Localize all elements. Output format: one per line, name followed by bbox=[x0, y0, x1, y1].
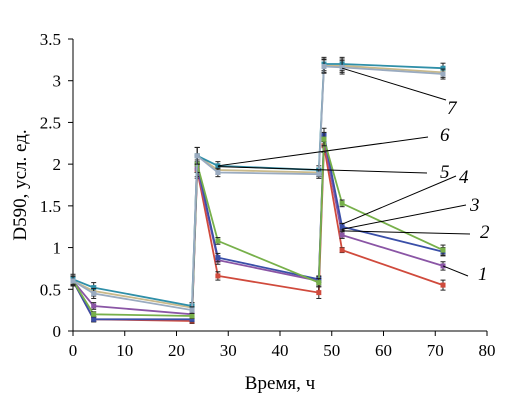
series-line-3 bbox=[72, 134, 444, 321]
x-tick-label: 0 bbox=[69, 341, 78, 360]
x-tick-label: 80 bbox=[479, 341, 496, 360]
data-point bbox=[440, 282, 446, 288]
series-line-7 bbox=[72, 65, 444, 312]
data-point bbox=[194, 153, 200, 159]
x-tick-label: 60 bbox=[375, 341, 392, 360]
data-point bbox=[339, 224, 345, 230]
series-line-4 bbox=[72, 138, 444, 317]
data-point bbox=[316, 171, 322, 177]
data-point bbox=[215, 238, 221, 244]
data-point bbox=[339, 200, 345, 206]
data-point bbox=[440, 65, 446, 71]
x-tick-label: 30 bbox=[220, 341, 237, 360]
y-tick-label: 3.5 bbox=[40, 30, 61, 49]
y-tick-label: 0.5 bbox=[40, 280, 61, 299]
x-tick-label: 20 bbox=[168, 341, 185, 360]
data-point bbox=[339, 232, 345, 238]
data-point bbox=[215, 273, 221, 279]
series-5 bbox=[70, 58, 446, 312]
data-point bbox=[321, 64, 327, 70]
data-point bbox=[91, 303, 97, 309]
data-point bbox=[316, 280, 322, 286]
data-point bbox=[316, 290, 322, 296]
leader-line-5 bbox=[217, 166, 428, 174]
data-point bbox=[215, 255, 221, 261]
series-line-5 bbox=[72, 64, 444, 309]
series-label-4: 4 bbox=[459, 167, 469, 188]
leader-line-4 bbox=[341, 175, 457, 225]
data-point bbox=[91, 285, 97, 291]
y-tick-label: 1 bbox=[53, 239, 62, 258]
data-point bbox=[321, 136, 327, 142]
data-point bbox=[215, 169, 221, 175]
series-label-7: 7 bbox=[447, 98, 458, 119]
y-tick-label: 0 bbox=[53, 322, 62, 341]
series-line-6 bbox=[72, 63, 444, 308]
series-label-3: 3 bbox=[469, 195, 480, 216]
x-tick-label: 40 bbox=[272, 341, 289, 360]
data-point bbox=[91, 290, 97, 296]
series-group bbox=[70, 56, 446, 324]
series-label-6: 6 bbox=[440, 125, 450, 146]
data-point bbox=[189, 313, 195, 319]
leader-line-1 bbox=[442, 265, 469, 277]
series-line-2 bbox=[72, 138, 444, 316]
x-tick-label: 50 bbox=[323, 341, 340, 360]
y-tick-label: 1.5 bbox=[40, 197, 61, 216]
y-axis-title: D590, усл. ед. bbox=[10, 129, 31, 240]
series-label-2: 2 bbox=[480, 222, 490, 243]
y-tick-label: 2 bbox=[53, 155, 62, 174]
data-point bbox=[91, 316, 97, 322]
series-label-1: 1 bbox=[478, 264, 488, 285]
data-point bbox=[339, 64, 345, 70]
x-tick-label: 10 bbox=[116, 341, 133, 360]
series-6 bbox=[70, 56, 446, 310]
x-axis-title: Время, ч bbox=[245, 373, 316, 394]
data-point bbox=[189, 307, 195, 313]
y-tick-label: 2.5 bbox=[40, 113, 61, 132]
series-label-5: 5 bbox=[440, 162, 450, 183]
leader-line-6 bbox=[217, 136, 429, 167]
data-point bbox=[339, 247, 345, 253]
axes: 0 10 20 30 40 50 60 70 80 0 0.5 1 1.5 2 2.5 3 3.5 bbox=[40, 30, 496, 360]
leader-line-3 bbox=[342, 204, 467, 230]
series-7 bbox=[70, 59, 446, 314]
data-point bbox=[189, 316, 195, 322]
leader-line-7 bbox=[341, 67, 447, 101]
data-point bbox=[440, 71, 446, 77]
data-point bbox=[91, 311, 97, 317]
y-tick-label: 3 bbox=[53, 72, 62, 91]
x-tick-label: 70 bbox=[427, 341, 444, 360]
data-point bbox=[440, 247, 446, 253]
leader-line-2 bbox=[342, 230, 471, 235]
data-point bbox=[70, 278, 76, 284]
